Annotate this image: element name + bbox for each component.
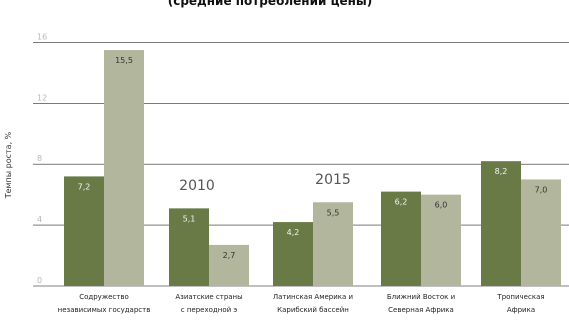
- category-label: Карибский бассейн: [277, 306, 349, 314]
- data-label: 7,2: [78, 182, 91, 191]
- bar-2015: [209, 244, 249, 286]
- y-tick-label: 8: [37, 154, 42, 163]
- bar-2015: [104, 50, 144, 286]
- data-label: 6,2: [395, 198, 408, 207]
- data-label: 15,5: [115, 56, 133, 65]
- category-label: Африка: [507, 306, 535, 314]
- category-label: Тропическая: [496, 293, 544, 301]
- data-label: 5,1: [183, 214, 196, 223]
- series-label-2015: 2015: [315, 172, 351, 188]
- data-label: 7,0: [535, 185, 548, 194]
- category-label: Северная Африка: [388, 306, 454, 314]
- category-label: с переходной э: [181, 306, 238, 314]
- chart-title: (средние потреблении цены): [168, 0, 373, 8]
- category-label: независимых государств: [58, 306, 151, 314]
- series-label-2010: 2010: [179, 178, 215, 194]
- y-tick-label: 16: [37, 32, 47, 41]
- category-label: Латинская Америка и: [273, 293, 353, 301]
- bar-2010: [169, 208, 209, 286]
- bar-2010: [481, 161, 521, 286]
- bar-2015: [521, 179, 561, 286]
- data-label: 6,0: [435, 201, 448, 210]
- bar-2010: [273, 222, 313, 286]
- data-label: 8,2: [495, 167, 508, 176]
- bar-2015: [313, 202, 353, 286]
- y-tick-label: 12: [37, 93, 47, 102]
- bar-2015: [421, 194, 461, 286]
- data-label: 5,5: [327, 208, 340, 217]
- category-label: Ближний Восток и: [387, 293, 455, 301]
- bar-2010: [64, 176, 104, 286]
- bar-2010: [381, 191, 421, 286]
- data-label: 2,7: [223, 251, 236, 260]
- y-tick-label: 0: [37, 276, 42, 285]
- category-label: Азиатские страны: [175, 293, 242, 301]
- y-tick-label: 4: [37, 215, 42, 224]
- category-label: Содружество: [79, 293, 129, 301]
- data-label: 4,2: [287, 228, 300, 237]
- y-axis-label: Темпы роста, %: [4, 131, 13, 199]
